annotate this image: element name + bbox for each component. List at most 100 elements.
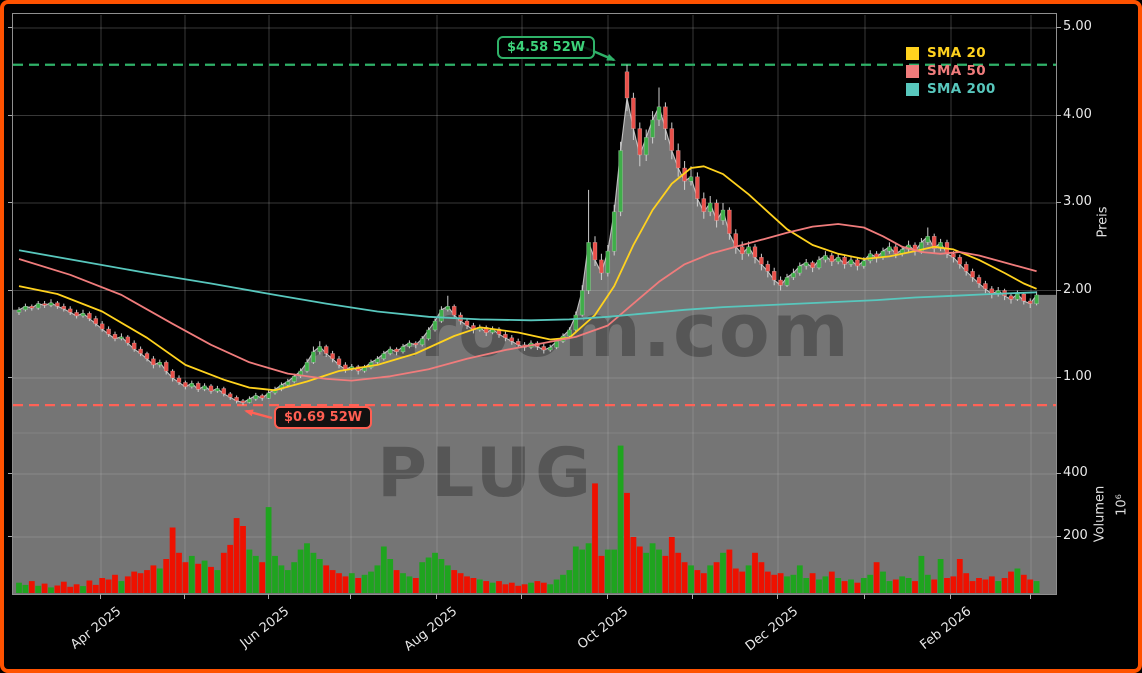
candle-body [1015,293,1020,300]
candle-body [739,246,745,255]
volume-bar [880,571,886,593]
candle-body [400,346,406,353]
candle-body [887,246,892,252]
x-tick-mark [692,594,693,599]
candle-body [131,342,137,350]
volume-bar [976,578,982,593]
candle-body [707,202,713,213]
volume-bar [675,552,682,594]
volume-bar [848,579,854,593]
volume-bar [553,579,560,593]
candle-body [1027,300,1033,304]
volume-bar [99,578,106,593]
volume-bar [547,584,554,594]
candle-body [381,353,387,360]
candle-body [765,264,771,272]
volume-bar [739,571,746,593]
legend-label: SMA 20 [927,45,986,61]
candle-body [176,377,182,383]
volume-bar [521,584,528,594]
candle-body [963,264,969,272]
volume-bar [592,483,598,593]
volume-tick-mark-left [8,536,12,537]
volume-bar [316,559,323,593]
candle-body [797,265,803,274]
candle-body [419,338,425,345]
candle-body [701,198,707,212]
candle-body [727,209,732,234]
volume-bar [995,581,1002,593]
candle-body [931,236,937,249]
volume-bar [854,582,861,593]
volume-bar [304,543,310,593]
candle-body [567,329,572,337]
x-tick-mark [184,594,185,599]
volume-bar [16,582,22,593]
volume-bar [745,565,752,593]
volume-bar [131,571,138,593]
price-tick-mark-left [8,202,12,203]
volume-bar [336,573,342,593]
candle-body [304,362,310,372]
price-tick-label: 3.00 [1063,194,1092,209]
x-tick-label: Oct 2025 [574,604,632,653]
candle-body [67,308,73,313]
candle-body [163,362,169,372]
volume-bar [604,549,611,593]
volume-bar [419,562,426,593]
candle-body [803,262,809,267]
price-tick-mark [1056,289,1061,291]
candle-body [99,323,105,330]
volume-bar [169,527,176,593]
volume-bar [579,549,586,593]
x-tick-mark [950,594,951,599]
volume-bar [272,555,278,593]
candle-body [125,336,131,344]
volume-bar [649,543,656,593]
volume-tick-mark-left [8,473,12,474]
candle-body [375,358,380,363]
volume-bar [662,555,669,593]
candle-body [810,262,815,269]
candle-body [714,202,719,221]
volume-bar [355,578,362,593]
x-tick-mark [1030,594,1031,599]
candle-body [247,398,252,403]
volume-bar [86,580,93,593]
candle-body [778,279,783,286]
candle-body [16,309,22,313]
volume-bar [950,576,957,593]
candle-body [170,370,175,379]
price-tick-mark-left [8,27,12,28]
candle-body [829,255,835,262]
volume-bar [694,570,701,593]
volume-bar [150,565,157,593]
volume-bar [835,578,842,593]
volume-bar [156,568,163,593]
candle-body [643,137,649,156]
volume-bar [700,573,707,593]
candle-body [573,314,579,331]
candle-body [61,306,67,310]
volume-bar [873,562,880,593]
candle-body [637,128,643,156]
candle-body [119,336,124,339]
candle-body [784,277,790,286]
legend-label: SMA 200 [927,81,996,97]
candle-body [855,259,860,267]
candle-body [605,250,611,274]
volume-bar [1014,568,1021,593]
volume-tick-label: 400 [1063,465,1088,480]
volume-bar [777,573,784,593]
volume-bar [841,581,848,593]
candle-body [87,313,92,319]
candle-body [42,303,47,306]
x-tick-label: Aug 2025 [401,604,461,655]
candle-body [426,329,431,339]
volume-bar [182,562,189,593]
candle-body [74,312,79,317]
volume-bar [585,543,592,593]
candle-body [957,257,963,265]
volume-bar [572,546,579,593]
price-tick-label: 1.00 [1063,369,1092,384]
